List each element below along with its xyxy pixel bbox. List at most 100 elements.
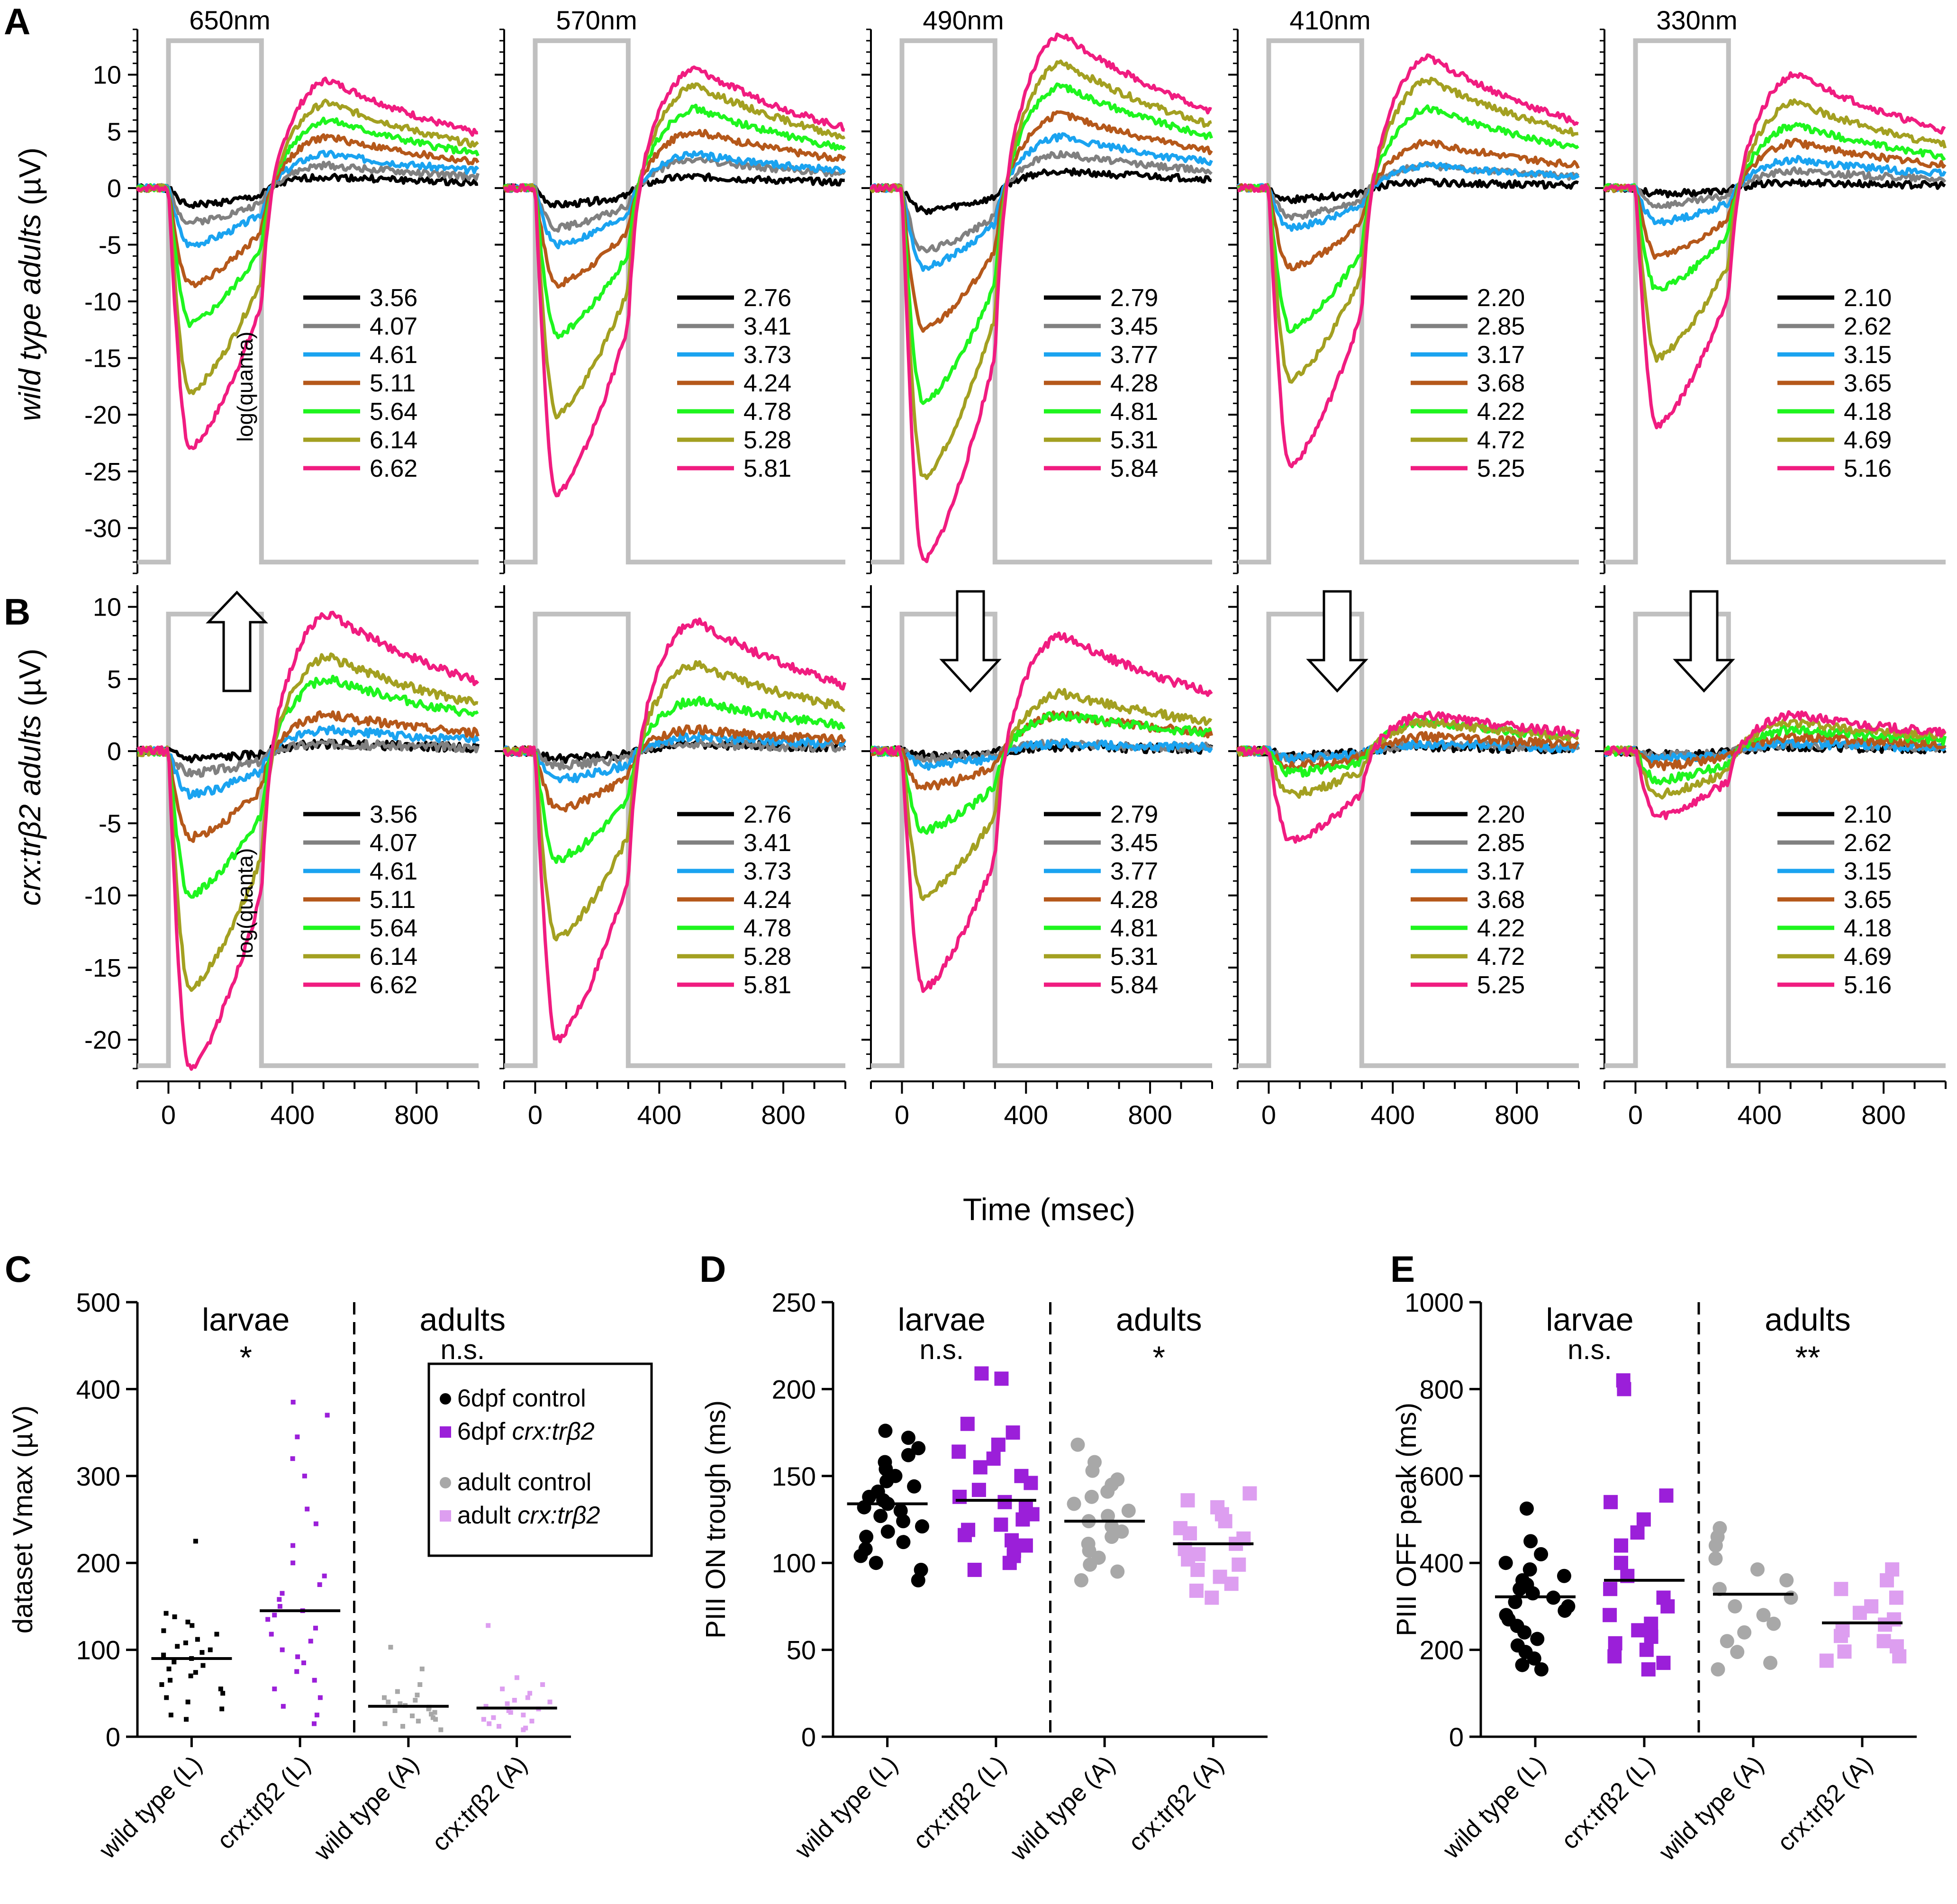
legend-label: 6.14 bbox=[370, 943, 417, 970]
trace-panel-B-570nm: 2.763.413.734.244.785.285.81 0 400 800 bbox=[495, 585, 847, 1130]
x-category-label: wild type (L) bbox=[1438, 1750, 1551, 1864]
data-point bbox=[514, 1675, 519, 1680]
data-point bbox=[290, 1399, 296, 1405]
significance-label: ** bbox=[1795, 1340, 1821, 1376]
arrow-down-icon bbox=[939, 590, 1002, 693]
data-point bbox=[164, 1695, 169, 1700]
stimulus-trace bbox=[1238, 611, 1579, 1068]
legend-label: 3.77 bbox=[1110, 858, 1158, 885]
data-point bbox=[1024, 1476, 1038, 1490]
y-tick-label: 400 bbox=[1420, 1548, 1464, 1578]
data-point bbox=[311, 1721, 317, 1726]
data-point bbox=[527, 1691, 533, 1696]
data-point bbox=[410, 1713, 415, 1718]
legend-label: 5.81 bbox=[743, 455, 791, 482]
series-points-3 bbox=[481, 1623, 553, 1732]
data-point bbox=[1617, 1382, 1631, 1396]
trace-panel-B-490nm: 2.793.453.774.284.815.315.84 0 400 800 bbox=[861, 585, 1214, 1130]
response-trace-3.65 bbox=[1604, 731, 1946, 771]
legend-label: 5.31 bbox=[1110, 426, 1158, 454]
wavelength-title: 650nm bbox=[189, 5, 270, 35]
data-point bbox=[1644, 1616, 1658, 1631]
data-point bbox=[395, 1689, 400, 1694]
data-point bbox=[1767, 1616, 1781, 1631]
data-point bbox=[184, 1717, 189, 1722]
data-point bbox=[901, 1448, 915, 1462]
data-point bbox=[1660, 1599, 1675, 1614]
y-tick-label: 5 bbox=[107, 118, 121, 146]
y-tick-label: 100 bbox=[76, 1635, 120, 1665]
y-tick-label: 0 bbox=[107, 174, 121, 203]
data-point bbox=[172, 1659, 177, 1665]
response-trace-5.84 bbox=[870, 631, 1213, 993]
legend-marker bbox=[440, 1426, 451, 1438]
response-trace-4.78 bbox=[502, 696, 846, 864]
response-trace-2.10 bbox=[1603, 178, 1946, 199]
legend-label: 6.62 bbox=[370, 455, 417, 482]
response-trace-5.81 bbox=[504, 65, 845, 498]
x-category-label: crx:trβ2 (A) bbox=[427, 1750, 533, 1857]
data-point bbox=[1892, 1649, 1907, 1664]
data-point bbox=[1708, 1538, 1723, 1553]
data-point bbox=[1641, 1662, 1656, 1677]
data-point bbox=[1002, 1556, 1017, 1570]
row-b-y-axis-label: crx:trβ2 adults (µV) bbox=[13, 649, 47, 906]
y-tick-label: -15 bbox=[84, 954, 121, 982]
legend-label: 4.69 bbox=[1844, 426, 1892, 454]
data-point bbox=[388, 1645, 393, 1650]
data-point bbox=[880, 1524, 895, 1539]
x-category-label: wild type (L) bbox=[94, 1750, 208, 1864]
x-category-label: wild type (A) bbox=[1653, 1750, 1769, 1866]
legend-label: 4.22 bbox=[1477, 915, 1525, 942]
data-point bbox=[1603, 1582, 1618, 1596]
data-point bbox=[220, 1691, 226, 1696]
data-point bbox=[1784, 1590, 1798, 1605]
data-point bbox=[163, 1611, 169, 1616]
response-trace-4.72 bbox=[1237, 76, 1579, 384]
x-category-label: crx:trβ2 (L) bbox=[212, 1750, 316, 1854]
data-point bbox=[1515, 1658, 1530, 1672]
data-point bbox=[426, 1706, 431, 1712]
y-tick-label: 400 bbox=[76, 1374, 120, 1404]
data-point bbox=[166, 1666, 172, 1671]
data-point bbox=[907, 1479, 922, 1494]
legend-label: 4.07 bbox=[370, 313, 417, 340]
data-point bbox=[853, 1549, 868, 1563]
data-point bbox=[1517, 1625, 1532, 1640]
data-point bbox=[1074, 1573, 1088, 1587]
data-point bbox=[869, 1556, 883, 1570]
response-trace-4.07 bbox=[136, 738, 480, 778]
x-tick-label: 800 bbox=[394, 1100, 438, 1130]
y-tick-label: -5 bbox=[99, 809, 121, 838]
response-trace-5.31 bbox=[870, 688, 1213, 901]
data-point bbox=[915, 1519, 929, 1534]
legend-label: 3.68 bbox=[1477, 886, 1525, 914]
response-trace-3.68 bbox=[1237, 139, 1580, 272]
data-point bbox=[1523, 1534, 1538, 1549]
legend-label: 5.64 bbox=[370, 398, 417, 426]
row-a-ylabel-italic: wild type adults bbox=[13, 214, 47, 421]
group-label: larvae bbox=[1546, 1302, 1633, 1338]
data-point bbox=[1603, 1608, 1617, 1623]
trace-panel-A-410nm: 2.202.853.173.684.224.725.25 410nm bbox=[1228, 5, 1580, 574]
data-point bbox=[525, 1695, 530, 1700]
data-point bbox=[997, 1495, 1012, 1509]
significance-label: n.s. bbox=[1567, 1334, 1612, 1365]
legend-label: 3.15 bbox=[1844, 858, 1892, 885]
wavelength-title: 570nm bbox=[556, 5, 637, 35]
data-point bbox=[1659, 1488, 1674, 1503]
legend-label: 2.62 bbox=[1844, 313, 1892, 340]
wavelength-title: 330nm bbox=[1656, 5, 1737, 35]
x-tick-label: 800 bbox=[1495, 1100, 1539, 1130]
trace-panel-B-330nm: 2.102.623.153.654.184.695.16 0 400 800 bbox=[1595, 585, 1947, 1130]
data-point bbox=[1180, 1493, 1195, 1508]
data-point bbox=[392, 1708, 398, 1713]
response-trace-5.64 bbox=[137, 674, 479, 899]
data-point bbox=[1879, 1573, 1894, 1587]
data-point bbox=[1750, 1562, 1765, 1577]
data-point bbox=[312, 1677, 317, 1683]
data-point bbox=[1070, 1437, 1085, 1452]
data-point bbox=[1084, 1489, 1099, 1504]
trace-panel-A-570nm: 2.763.413.734.244.785.285.81 570nm bbox=[495, 5, 846, 574]
trace-panel-A-330nm: 2.102.623.153.654.184.695.16 330nm bbox=[1595, 5, 1947, 574]
